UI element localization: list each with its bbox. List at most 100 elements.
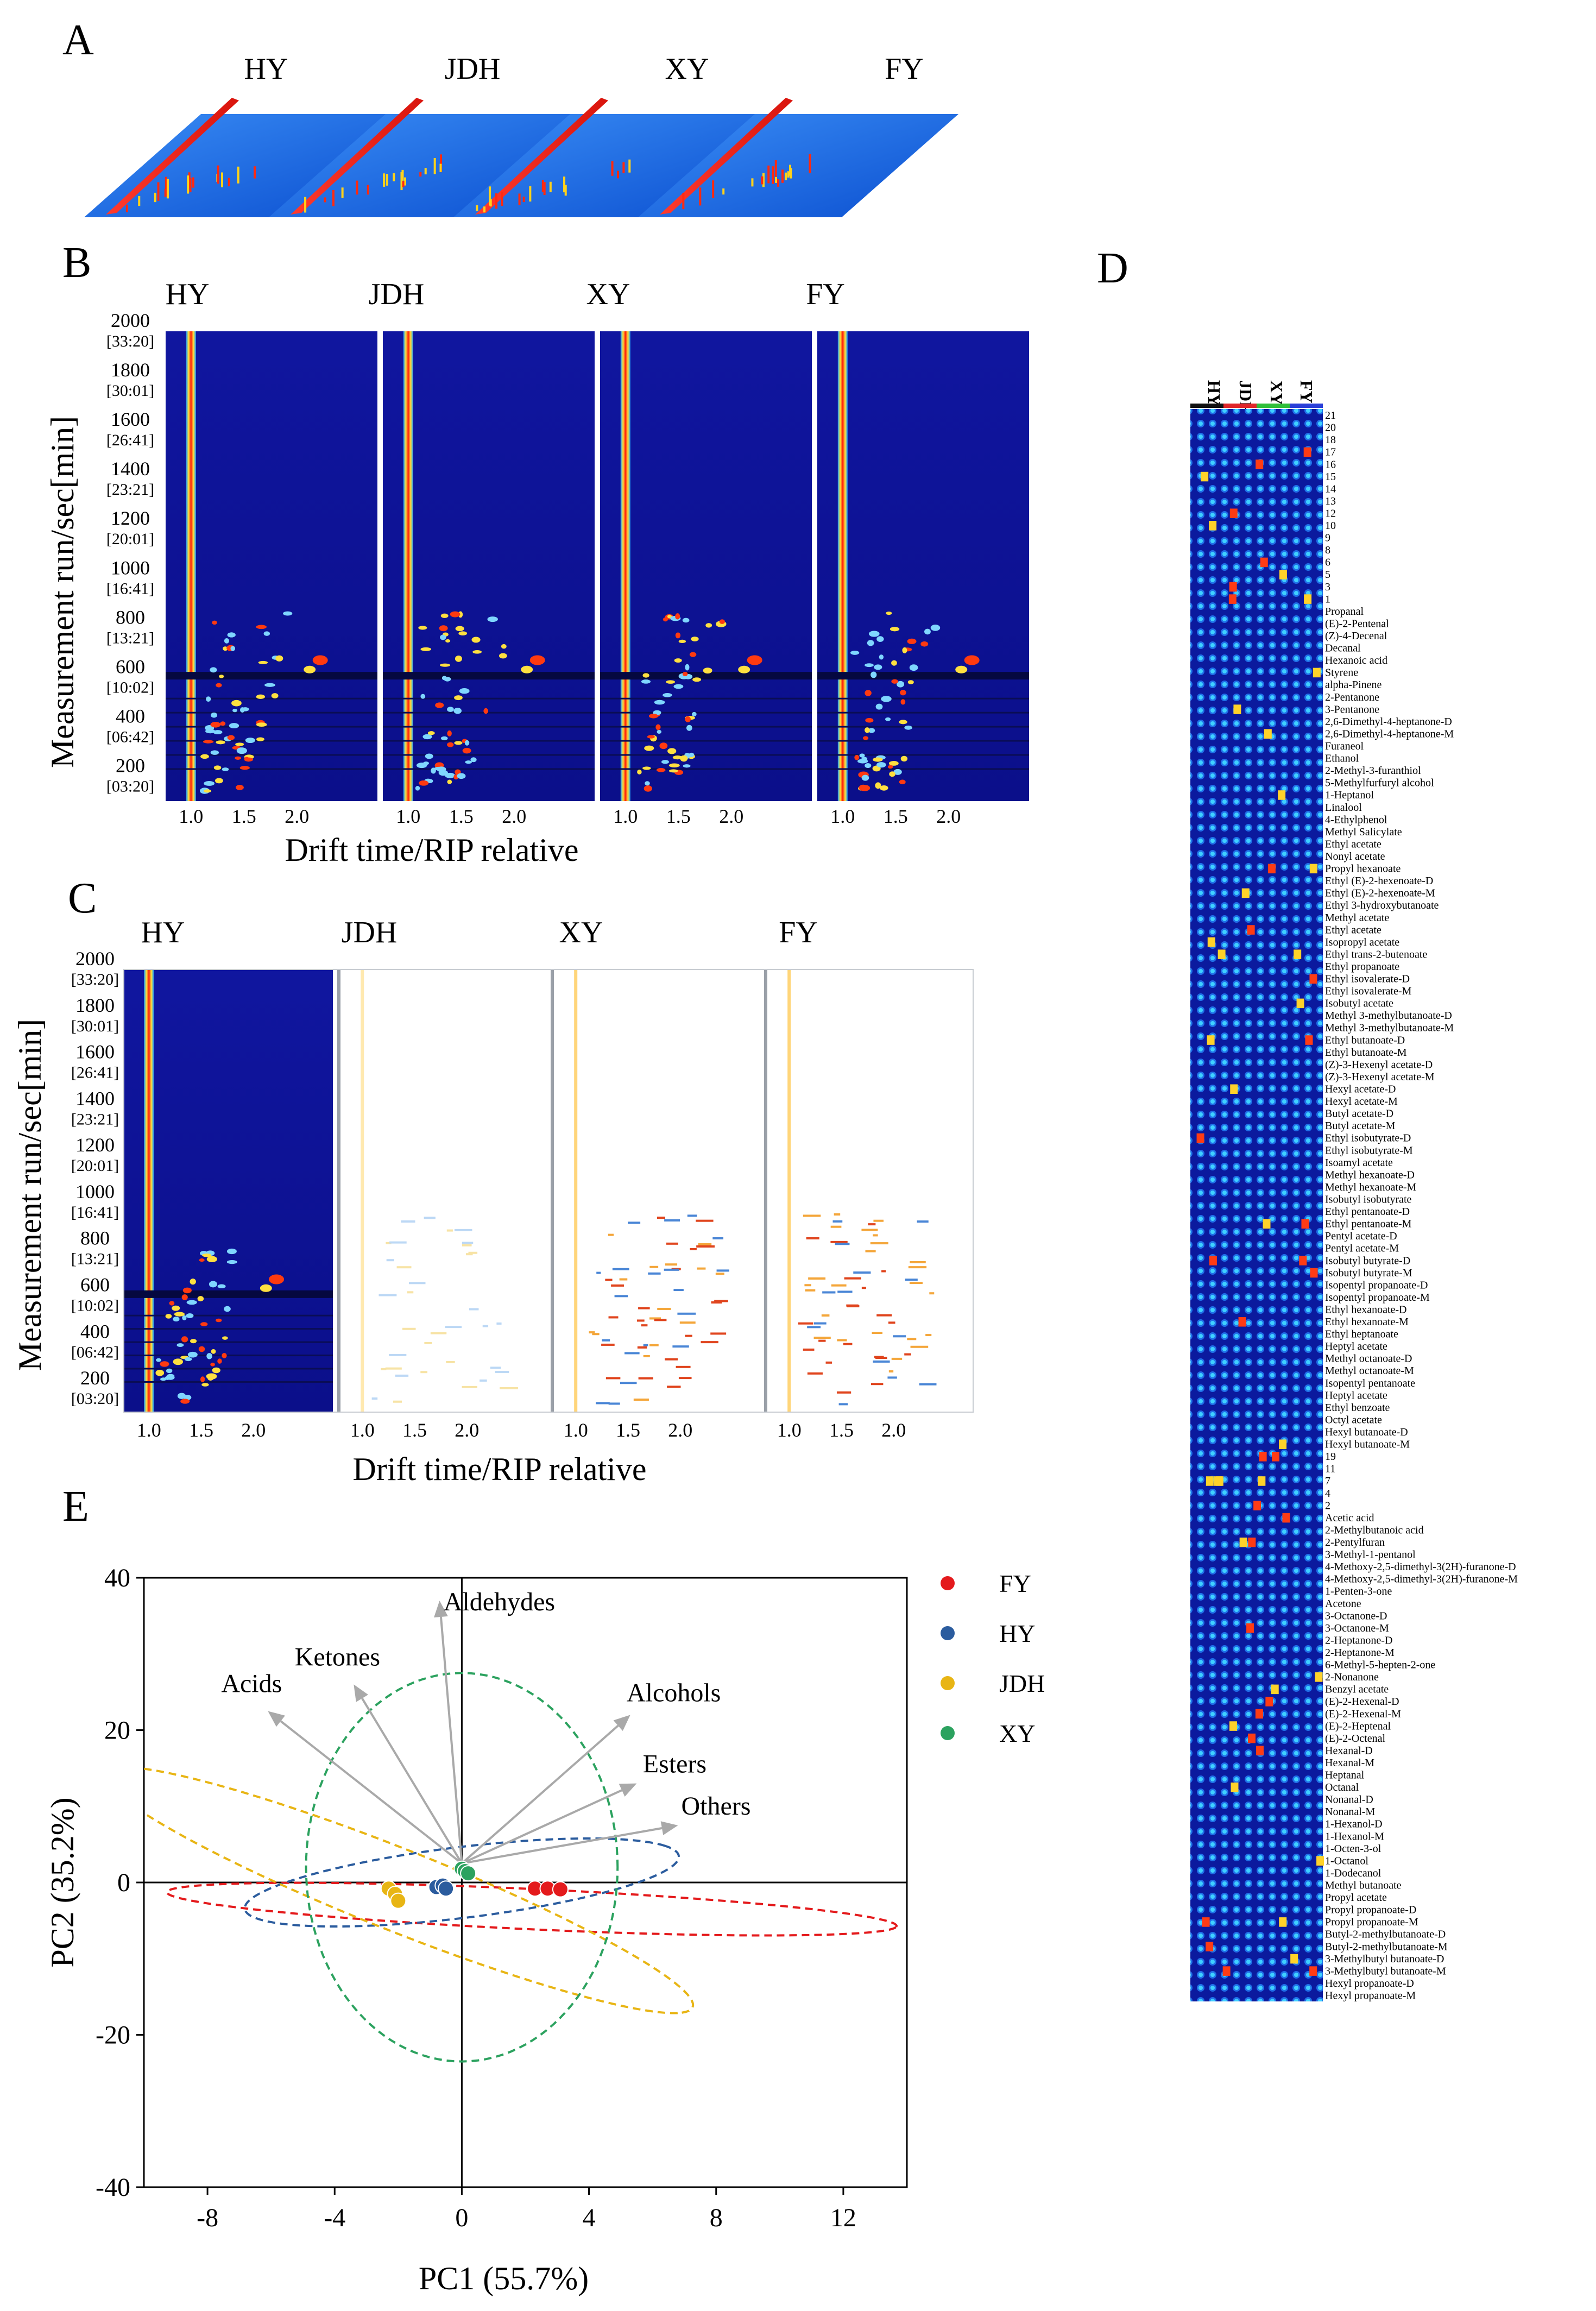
topo-dark-band xyxy=(600,768,812,770)
topo-peak xyxy=(450,611,460,618)
compound-label: Ethyl (E)-2-hexenoate-M xyxy=(1325,887,1435,899)
panel-a-peak xyxy=(777,179,780,187)
topo-diff-mark xyxy=(813,1337,831,1339)
panel-a-peak xyxy=(157,182,160,201)
topo-peak xyxy=(719,619,726,624)
topo-diff-mark xyxy=(875,1357,887,1359)
run-tick-sublabel: [33:20] xyxy=(71,971,119,988)
topo-peak xyxy=(457,773,466,779)
topo-diff-mark xyxy=(371,1397,378,1400)
drift-tick-label: 1.0 xyxy=(564,1419,588,1441)
topo-peak xyxy=(439,625,448,632)
panel-c-difference-plots: HY JDH XY FY 2000 [33:20] 1800[30:01] 1600[26:4… xyxy=(71,916,974,1441)
topo-diff-mark xyxy=(402,1327,416,1330)
topo-diff-mark xyxy=(807,1372,823,1375)
topo-peak xyxy=(645,781,650,786)
topo-peak xyxy=(209,1281,217,1288)
topo-peak xyxy=(230,646,236,651)
panel-a-peak xyxy=(439,163,442,172)
topo-dark-band xyxy=(124,1314,333,1317)
topo-peak xyxy=(678,639,686,644)
topo-diff-mark xyxy=(657,1307,671,1310)
run-tick-label: 400 xyxy=(80,1320,110,1342)
topo-peak xyxy=(187,1351,198,1358)
panel-a-peak xyxy=(440,154,443,173)
topo-diff-mark xyxy=(925,1334,932,1337)
topo-separator xyxy=(764,969,767,1412)
panel-a-plane xyxy=(453,114,774,217)
topo-background xyxy=(817,331,1029,801)
panel-a-peak xyxy=(549,181,552,192)
panel-d-high-cell xyxy=(1209,520,1217,531)
topo-peak xyxy=(226,1248,237,1255)
topo-plot-fy xyxy=(764,969,973,1412)
topo-diff-mark xyxy=(813,1322,827,1325)
run-tick-sublabel: [16:41] xyxy=(106,580,154,597)
topo-diff-mark xyxy=(907,1338,917,1340)
topo-peak xyxy=(886,611,892,615)
compound-label: 13 xyxy=(1325,495,1336,507)
topo-peak xyxy=(902,647,907,653)
topo-diff-mark xyxy=(446,1361,455,1363)
panel-a-peak xyxy=(228,178,230,187)
topo-diff-mark xyxy=(641,1324,648,1327)
topo-peak xyxy=(216,740,225,745)
topo-diff-mark xyxy=(601,1343,615,1346)
topo-dark-band xyxy=(817,726,1029,728)
topo-diff-mark xyxy=(844,1277,861,1280)
topo-peak xyxy=(232,708,237,713)
panel-b-topographic-plots: HY JDH XY FY 2000[33:20] 1800[30:01] 1600[26:4… xyxy=(106,278,1029,827)
topo-diff-mark xyxy=(701,1341,718,1344)
topo-background xyxy=(124,969,333,1412)
topo-diff-mark xyxy=(690,1248,697,1250)
panel-d-high-cell xyxy=(1305,1035,1313,1045)
topo-peak xyxy=(445,639,451,643)
topo-diff-mark xyxy=(873,1234,878,1237)
topo-peak xyxy=(747,655,762,665)
topo-peak xyxy=(885,717,891,721)
pca-point-hy xyxy=(438,1880,455,1897)
topo-peak xyxy=(422,734,432,740)
run-tick-label: 1200 xyxy=(111,507,150,529)
panel-b-group-label: HY xyxy=(166,278,210,311)
topo-rip-line xyxy=(574,969,578,1412)
topo-peak xyxy=(212,1367,220,1374)
topo-peak xyxy=(180,1399,190,1404)
topo-peak xyxy=(418,626,427,630)
topo-plot-hy xyxy=(124,969,333,1412)
panel-c-x-axis-title: Drift time/RIP relative xyxy=(353,1451,647,1487)
topo-diff-mark xyxy=(401,1220,415,1223)
topo-dark-band xyxy=(383,697,595,700)
compound-label: Isobutyl butyrate-M xyxy=(1325,1267,1412,1279)
topo-peak xyxy=(245,738,255,744)
compound-label: Isopentyl pentanoate xyxy=(1325,1377,1415,1389)
topo-dark-band xyxy=(124,1381,333,1383)
panel-a-rip-ridge xyxy=(660,98,793,215)
topo-diff-mark xyxy=(608,1233,614,1236)
compound-label: 16 xyxy=(1325,458,1336,470)
panel-a-rip-ridge xyxy=(291,98,424,215)
topo-diff-mark xyxy=(888,1370,894,1372)
topo-diff-mark xyxy=(386,1242,392,1244)
topo-background xyxy=(551,969,760,1412)
panel-a-peak xyxy=(341,187,344,198)
run-tick-sublabel: [03:20] xyxy=(106,777,154,795)
topo-diff-mark xyxy=(715,1273,724,1275)
topo-diff-mark xyxy=(643,1355,650,1358)
panel-a-peak xyxy=(476,205,478,211)
topo-diff-mark xyxy=(624,1352,640,1355)
panel-a-group-label: FY xyxy=(885,52,924,86)
topo-diff-mark xyxy=(468,1251,478,1254)
topo-diff-mark xyxy=(798,1322,813,1325)
pca-legend-label: HY xyxy=(999,1620,1035,1647)
compound-label: Methyl 3-methylbutanoate-M xyxy=(1325,1022,1454,1034)
compound-label: Pentyl acetate-M xyxy=(1325,1243,1399,1255)
pca-ellipse-hy xyxy=(243,1837,680,1928)
compound-label: 3-Methyl-1-pentanol xyxy=(1325,1549,1416,1561)
compound-label: (E)-2-Pentenal xyxy=(1325,618,1389,629)
topo-peak xyxy=(900,690,906,696)
topo-peak xyxy=(215,778,223,784)
panel-a-plane xyxy=(84,114,405,217)
